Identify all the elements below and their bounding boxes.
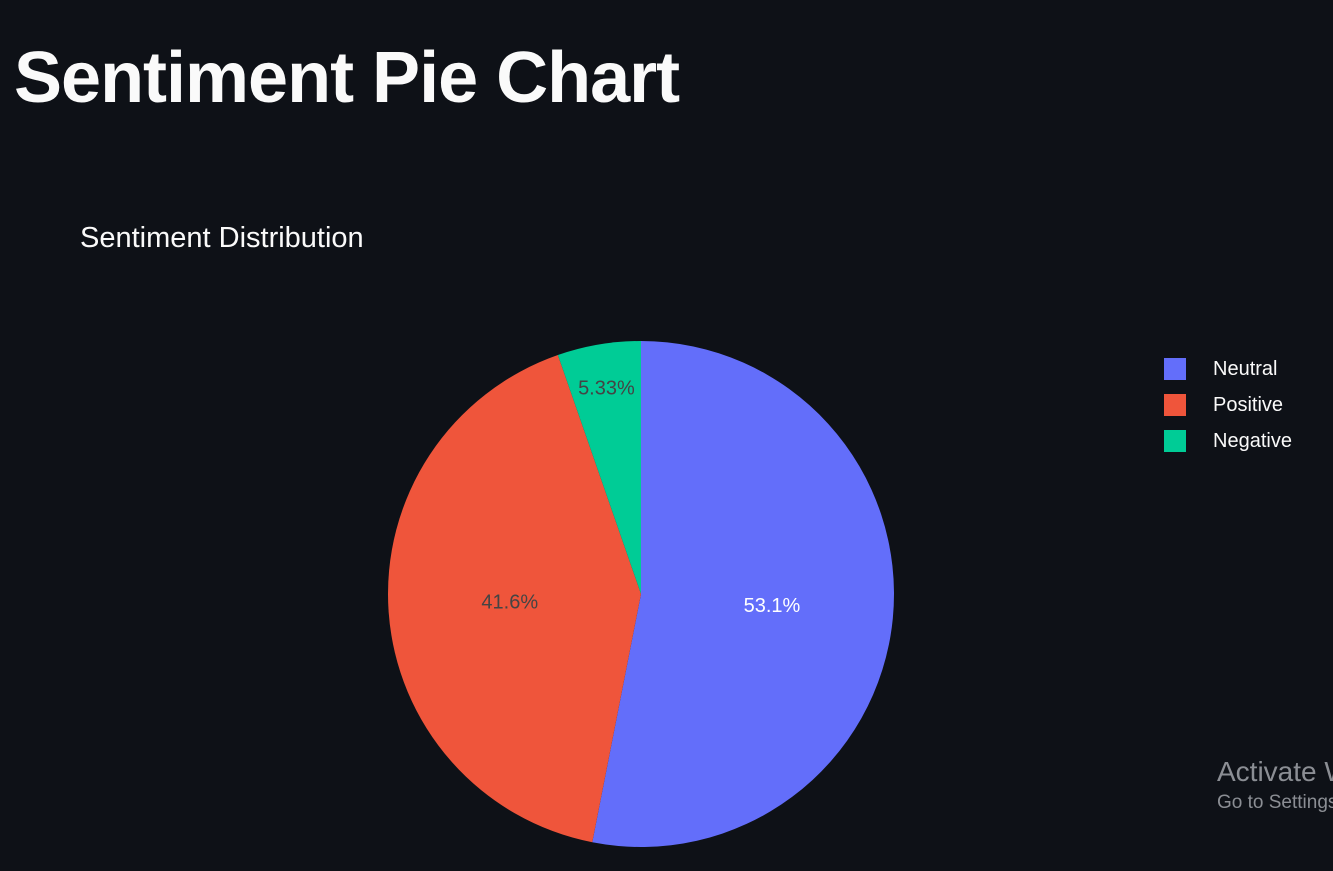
legend-swatch-neutral — [1164, 358, 1186, 380]
watermark-subtitle: Go to Settings to activate Windows. — [1217, 792, 1333, 813]
pie-label-negative: 5.33% — [578, 378, 635, 400]
legend-label-negative: Negative — [1213, 430, 1292, 452]
legend-swatch-negative — [1164, 430, 1186, 452]
legend-item-neutral[interactable]: Neutral — [1164, 356, 1324, 392]
page-title: Sentiment Pie Chart — [14, 38, 680, 118]
pie-label-neutral: 53.1% — [744, 595, 801, 617]
legend-swatch-positive — [1164, 394, 1186, 416]
legend: Neutral Positive Negative — [1164, 356, 1324, 464]
chart-title: Sentiment Distribution — [80, 222, 364, 254]
pie-slice-neutral[interactable] — [592, 341, 894, 847]
pie-label-positive: 41.6% — [481, 592, 538, 614]
pie-slices — [387, 341, 894, 847]
pie-slice-labels: 53.1% 41.6% 5.33% — [481, 378, 800, 617]
legend-item-negative[interactable]: Negative — [1164, 428, 1324, 464]
legend-item-positive[interactable]: Positive — [1164, 392, 1324, 428]
pie-slice-positive[interactable] — [387, 355, 641, 843]
legend-label-neutral: Neutral — [1213, 358, 1278, 380]
legend-label-positive: Positive — [1213, 394, 1284, 416]
activation-watermark: Activate Windows Go to Settings to activ… — [1217, 754, 1333, 816]
pie-slice-negative[interactable] — [557, 341, 641, 594]
watermark-title: Activate Windows — [1217, 756, 1333, 787]
